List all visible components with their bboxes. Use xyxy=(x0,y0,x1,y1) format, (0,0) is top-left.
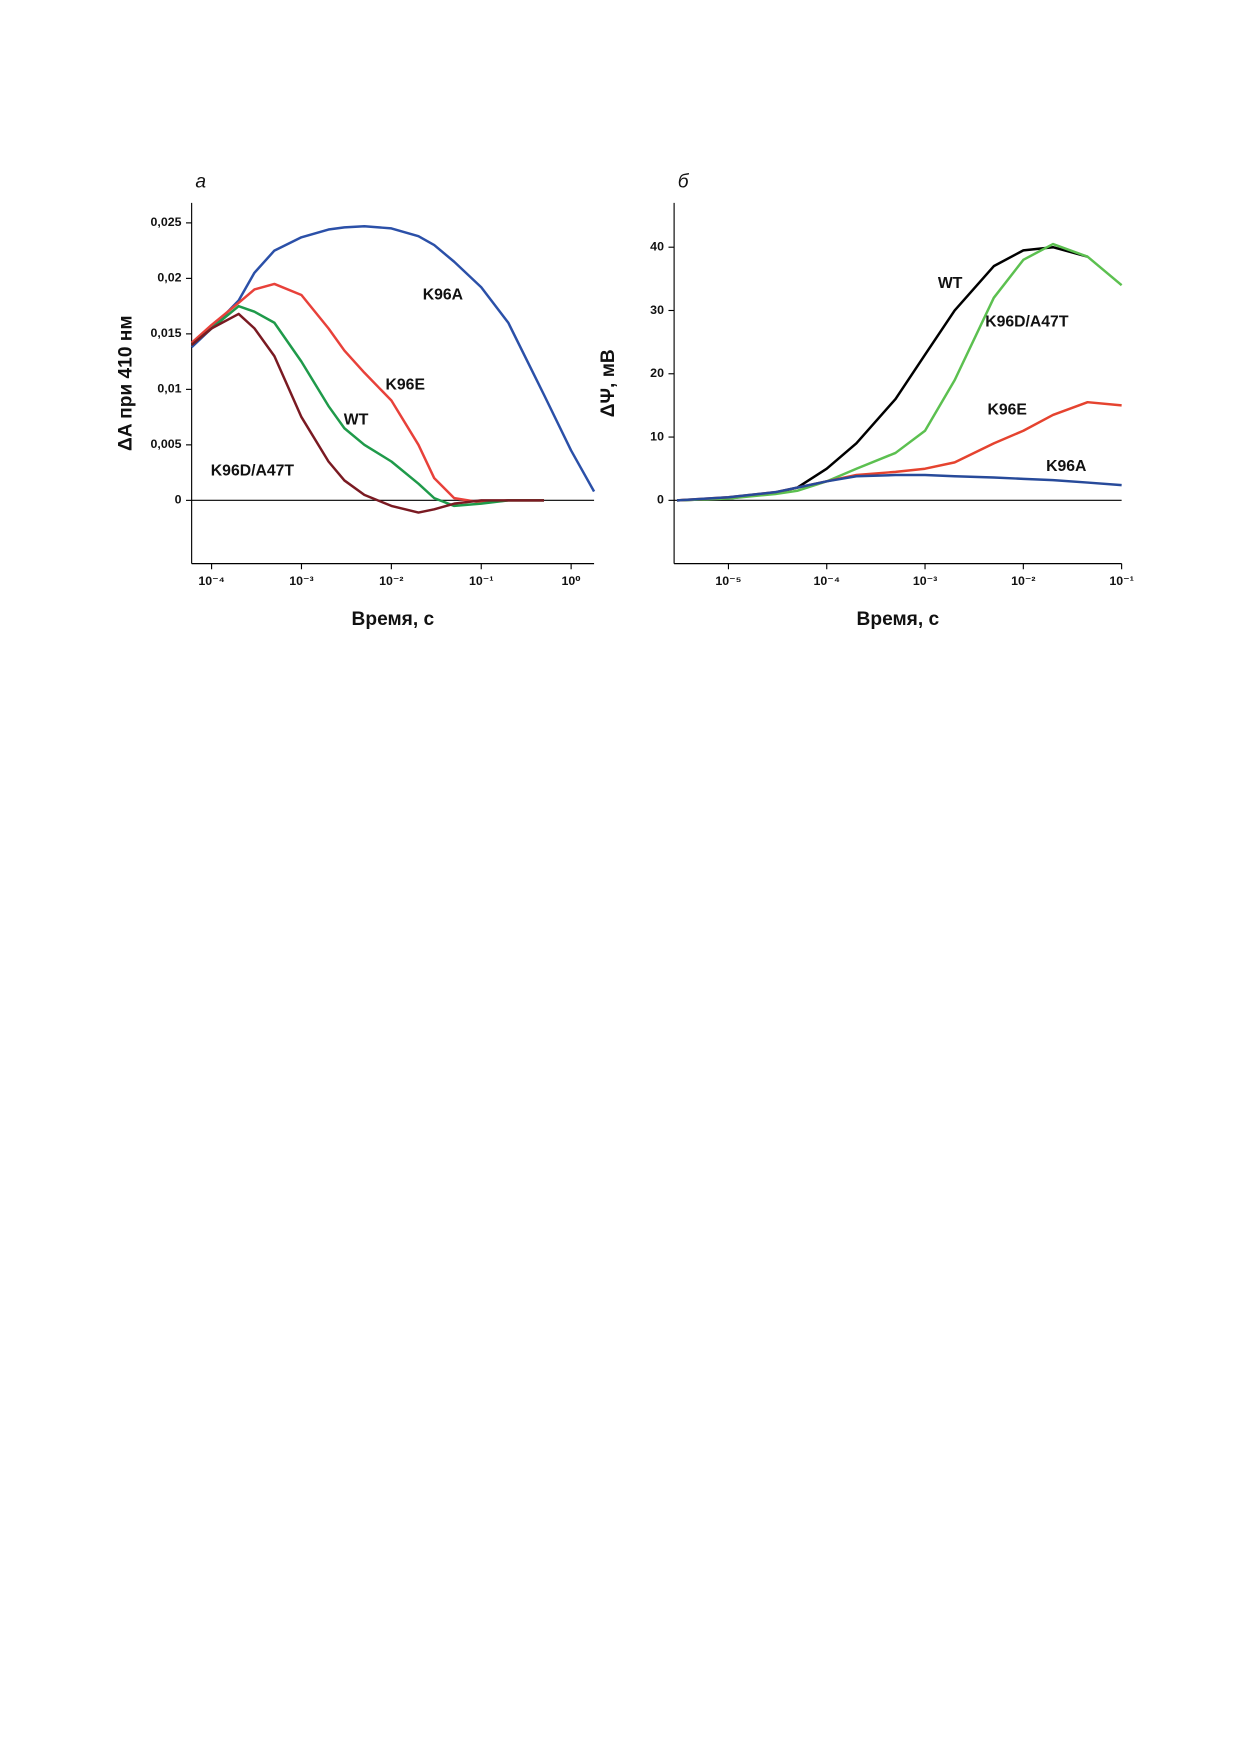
y-axis-label: ΔΨ, мВ xyxy=(598,349,619,417)
x-tick-label: 10⁻³ xyxy=(289,574,313,588)
x-tick-label: 10⁻⁴ xyxy=(814,574,840,588)
y-tick-label: 40 xyxy=(650,239,664,253)
panel-label: а xyxy=(195,172,206,193)
x-tick-label: 10⁻² xyxy=(1011,574,1035,588)
y-tick-label: 20 xyxy=(650,366,664,380)
series-label: WT xyxy=(938,275,963,292)
series-line xyxy=(676,242,1123,502)
y-tick-label: 30 xyxy=(650,303,664,317)
y-tick-label: 0 xyxy=(657,493,664,507)
series-label: WT xyxy=(344,412,369,429)
y-tick-label: 0,015 xyxy=(151,326,182,340)
y-tick-label: 0 xyxy=(175,493,182,507)
panel-label: б xyxy=(678,172,690,193)
series-label: K96D/A47T xyxy=(985,314,1069,331)
series-label: K96E xyxy=(987,401,1026,418)
x-axis-label: Время, с xyxy=(857,609,940,630)
x-tick-label: 10⁻¹ xyxy=(469,574,493,588)
series-label: K96E xyxy=(386,377,425,394)
y-tick-label: 10 xyxy=(650,429,664,443)
x-tick-label: 10⁻² xyxy=(379,574,403,588)
x-tick-label: 10⁰ xyxy=(562,574,581,588)
series-line xyxy=(190,304,545,508)
y-axis-label: ΔA при 410 нм xyxy=(115,315,136,451)
series-line xyxy=(190,224,596,493)
series-label: K96A xyxy=(423,287,463,304)
x-tick-label: 10⁻³ xyxy=(913,574,937,588)
y-tick-label: 0,005 xyxy=(151,437,182,451)
y-tick-label: 0,025 xyxy=(151,215,182,229)
x-axis-label: Время, с xyxy=(352,609,435,630)
y-tick-label: 0,02 xyxy=(157,271,181,285)
x-tick-label: 10⁻⁵ xyxy=(715,574,741,588)
x-tick-label: 10⁻¹ xyxy=(1109,574,1133,588)
series-label: K96D/A47T xyxy=(211,462,295,479)
x-tick-label: 10⁻⁴ xyxy=(198,574,224,588)
series-line xyxy=(676,473,1122,502)
y-tick-label: 0,01 xyxy=(157,382,181,396)
series-line xyxy=(190,312,545,514)
series-line xyxy=(190,282,545,504)
series-line xyxy=(676,245,1088,502)
series-label: K96A xyxy=(1046,458,1086,475)
